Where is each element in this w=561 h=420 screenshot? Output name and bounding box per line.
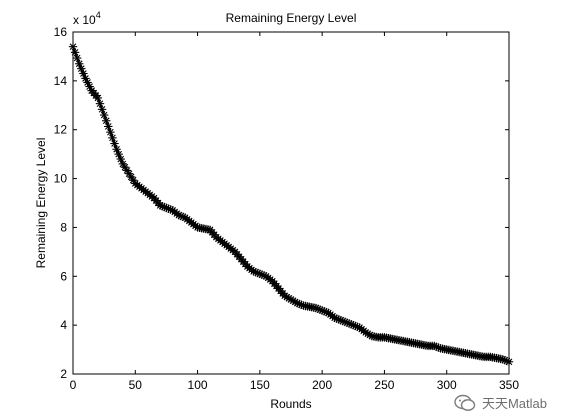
x-tick-label: 100	[188, 378, 208, 392]
x-tick-label: 0	[70, 378, 77, 392]
y-axis-label: Remaining Energy Level	[34, 138, 48, 269]
y-tick-label: 10	[54, 172, 68, 186]
y-tick-label: 14	[54, 74, 68, 88]
y-axis: 2 4 6 8 10 12 14 16	[54, 25, 509, 381]
series-markers	[68, 42, 514, 366]
y-tick-label: 12	[54, 123, 68, 137]
data-point	[112, 145, 121, 154]
x-axis-label: Rounds	[270, 397, 311, 411]
y-tick-label: 6	[60, 269, 67, 283]
data-point	[68, 42, 78, 51]
y-tick-label: 4	[60, 318, 67, 332]
x-tick-label: 150	[250, 378, 270, 392]
y-tick-label: 2	[60, 367, 67, 381]
marker	[110, 139, 119, 148]
x-tick-label: 50	[129, 378, 143, 392]
y-tick-label: 8	[60, 220, 67, 234]
series-group	[68, 42, 514, 366]
marker	[95, 99, 105, 108]
marker	[85, 82, 94, 91]
chart-title: Remaining Energy Level	[226, 11, 357, 25]
y-exponent-label: x 104	[73, 10, 101, 27]
watermark-text: 天天Matlab	[481, 396, 547, 411]
x-axis: 0 50 100 150 200 250 300 350	[70, 32, 519, 392]
data-point	[504, 357, 514, 366]
x-tick-label: 250	[374, 378, 394, 392]
x-tick-label: 200	[312, 378, 332, 392]
plot-area	[72, 31, 510, 375]
x-tick-label: 350	[499, 378, 519, 392]
y-tick-label: 16	[54, 25, 68, 39]
wechat-logo-icon	[454, 394, 476, 411]
x-tick-label: 300	[437, 378, 457, 392]
watermark: 天天Matlab	[454, 393, 547, 412]
